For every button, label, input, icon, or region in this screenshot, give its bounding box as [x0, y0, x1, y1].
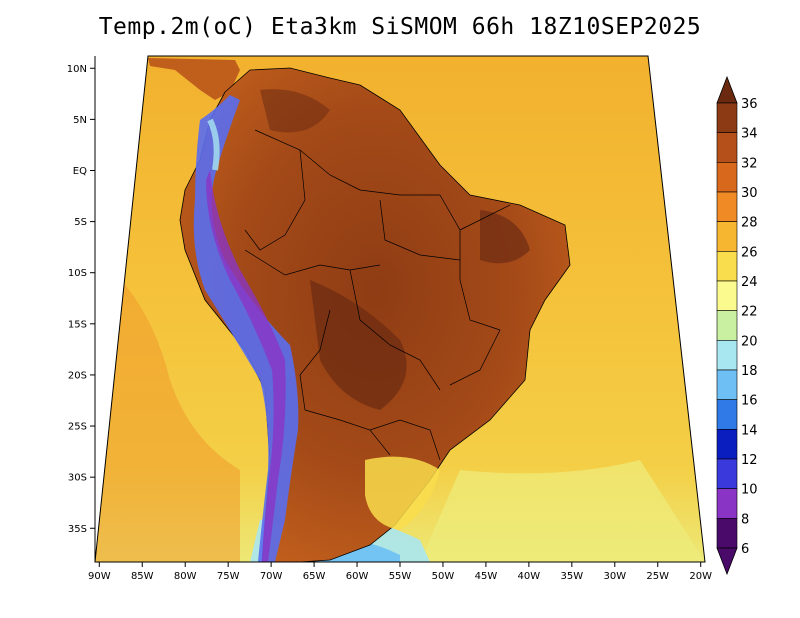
lon-tick-label: 20W: [689, 571, 712, 582]
colorbar-segment: [716, 221, 738, 252]
colorbar-segment: [716, 518, 738, 549]
colorbar-label: 24: [741, 275, 758, 290]
colorbar-label: 8: [741, 512, 749, 527]
colorbar-segment: [716, 429, 738, 460]
andes-coldest-strip: [206, 170, 286, 562]
andes-cold-strip: [193, 95, 299, 562]
lat-tick-label: 25S: [68, 422, 87, 433]
colorbar-segment: [716, 280, 738, 311]
hot-core-center: [310, 280, 407, 410]
lat-tick-label: 35S: [68, 524, 87, 535]
colorbar-top-arrow: [716, 75, 738, 104]
lat-tick-label: 5S: [74, 217, 87, 228]
colorbar-segment: [716, 310, 738, 341]
colorbar-segment: [716, 369, 738, 400]
lat-tick-label: 30S: [68, 473, 87, 484]
lat-tick-label: 5N: [73, 115, 87, 126]
colorbar-label: 22: [741, 305, 758, 320]
colorbar-segment: [716, 488, 738, 519]
colorbar-bottom-arrow: [716, 547, 738, 576]
country-borders: [244, 129, 511, 461]
colorbar-label: 28: [741, 216, 758, 231]
colorbar-segment: [716, 340, 738, 371]
colorbar-segment: [716, 191, 738, 222]
lon-tick-label: 85W: [131, 571, 154, 582]
map-field: [95, 56, 705, 562]
colorbar-label: 34: [741, 127, 758, 142]
lat-tick-label: 10S: [68, 268, 87, 279]
lon-tick-label: 90W: [88, 571, 111, 582]
colorbar-segment: [716, 162, 738, 193]
colorbar-segment: [716, 458, 738, 489]
lat-tick-label: 20S: [68, 370, 87, 381]
lon-tick-label: 50W: [432, 571, 455, 582]
atlantic-cool-area: [420, 460, 705, 562]
lon-tick-label: 30W: [603, 571, 626, 582]
lon-tick-label: 75W: [217, 571, 240, 582]
colorbar-label: 30: [741, 186, 758, 201]
colorbar-segment: [716, 132, 738, 163]
colorbar-segment: [716, 251, 738, 282]
lon-tick-label: 65W: [303, 571, 326, 582]
lon-tick-label: 70W: [260, 571, 283, 582]
lat-tick-label: EQ: [73, 166, 87, 177]
colorbar-label: 32: [741, 156, 758, 171]
pacific-warm-band: [95, 240, 240, 562]
lon-tick-label: 45W: [475, 571, 498, 582]
colorbar-label: 10: [741, 483, 758, 498]
latitude-axis: 10N 5N EQ 5S 10S 15S 20S 25S 30S 35S: [67, 64, 95, 535]
lat-tick-label: 15S: [68, 319, 87, 330]
southern-land-mild: [365, 456, 440, 530]
colorbar-label: 20: [741, 334, 758, 349]
colorbar-label: 18: [741, 364, 758, 379]
colorbar-segment: [716, 102, 738, 133]
colorbar-label: 6: [741, 542, 749, 557]
colorbar-label: 14: [741, 423, 758, 438]
colorbar-label: 26: [741, 245, 758, 260]
lon-tick-label: 80W: [174, 571, 197, 582]
lat-tick-label: 10N: [67, 64, 87, 75]
colorbar-segment: [716, 399, 738, 430]
andes-north-cool: [207, 118, 220, 171]
lon-tick-label: 60W: [346, 571, 369, 582]
hot-core-north: [260, 89, 330, 133]
lon-tick-label: 40W: [518, 571, 541, 582]
lon-tick-label: 35W: [561, 571, 584, 582]
colorbar-label: 16: [741, 394, 758, 409]
central-america: [148, 58, 240, 100]
colorbar-label: 36: [741, 97, 758, 112]
colorbar: 36 34 32 30 28 26 24 22 20 18 16 14 12 10 8 6: [716, 75, 758, 576]
hot-core-northeast: [480, 210, 530, 264]
lon-tick-label: 25W: [646, 571, 669, 582]
colorbar-label: 12: [741, 453, 758, 468]
lon-tick-label: 55W: [389, 571, 412, 582]
longitude-axis: 90W 85W 80W 75W 70W 65W 60W 55W 50W 45W 40W 35W 30W 2…: [88, 562, 712, 582]
map-title: Temp.2m(oC) Eta3km SiSMOM 66h 18Z10SEP20…: [98, 14, 702, 40]
